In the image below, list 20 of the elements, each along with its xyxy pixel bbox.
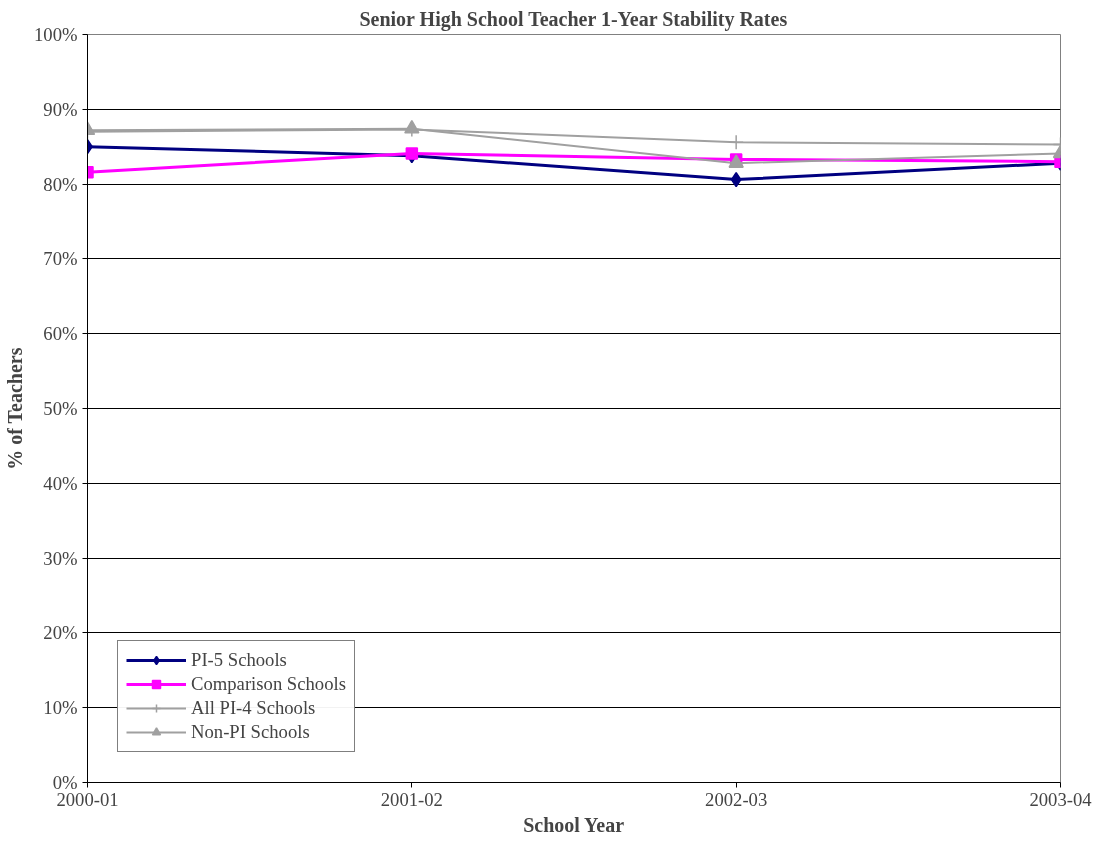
y-tick-label: 30% [43,547,78,569]
y-tick-label: 60% [43,323,78,345]
x-tick-label: 2001-02 [380,788,443,810]
y-tick-label: 20% [43,622,78,644]
legend-label: PI-5 Schools [191,649,287,671]
chart-title: Senior High School Teacher 1-Year Stability Rates [359,7,788,31]
y-tick-label: 100% [33,24,78,45]
y-tick-label: 70% [43,248,78,270]
y-axis-title: % of Teachers [3,347,26,470]
y-tick-label: 80% [43,173,78,195]
y-tick-label: 40% [43,472,78,494]
legend-label: Non-PI Schools [191,721,310,743]
x-tick-label: 2003-04 [1029,788,1093,810]
y-tick-label: 10% [43,697,78,719]
y-tick-label: 90% [43,98,78,120]
legend-label: All PI-4 Schools [191,697,316,719]
legend-label: Comparison Schools [191,673,346,695]
x-tick-label: 2002-03 [705,788,768,810]
y-tick-label: 50% [43,398,78,419]
x-axis-title: School Year [523,813,625,836]
